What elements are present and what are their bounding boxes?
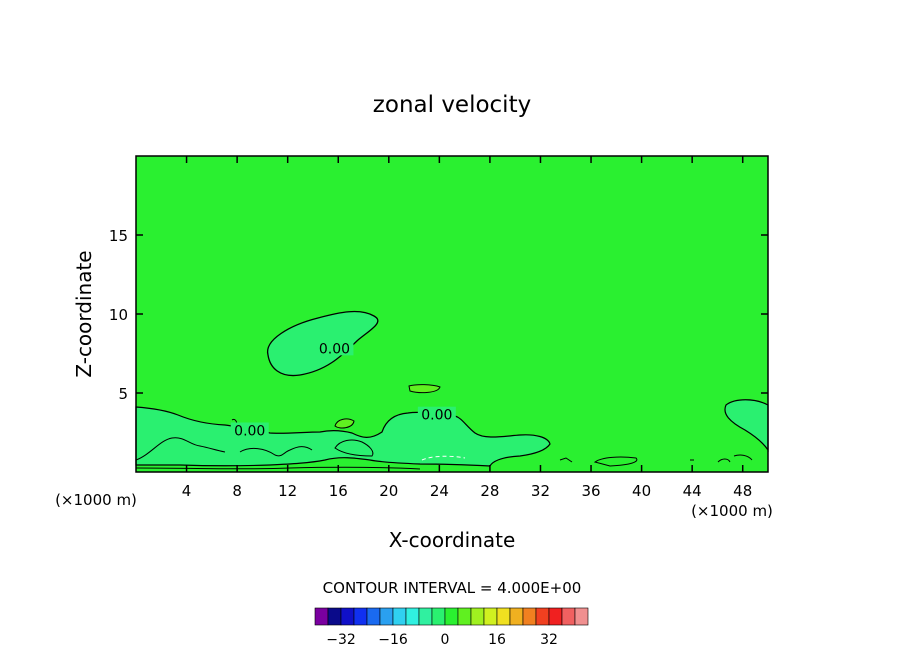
- colorbar-swatch: [496, 607, 511, 626]
- colorbar-swatch: [444, 607, 459, 626]
- x-tick-label: 8: [232, 482, 242, 500]
- chart-title: zonal velocity: [373, 92, 531, 118]
- x-tick-label: 4: [182, 482, 192, 500]
- colorbar-swatch: [470, 607, 485, 626]
- colorbar-tick-label: −32: [326, 632, 356, 648]
- contour-label-bg: [315, 340, 354, 356]
- contour-labels: 0.00 0.00 0.00: [230, 340, 456, 440]
- positive-pocket-1: [408, 384, 441, 394]
- x-tick-label: 36: [581, 482, 600, 500]
- inner-contour: [559, 457, 573, 463]
- contour-label: 0.00: [319, 341, 350, 357]
- x-tick-label: 44: [683, 482, 702, 500]
- colorbar-swatch: [353, 607, 368, 626]
- inner-contour: [239, 446, 313, 457]
- negative-region-right: [724, 399, 769, 452]
- x-tick-label: 32: [531, 482, 550, 500]
- colorbar-swatch: [340, 607, 355, 626]
- x-tick-label: 40: [632, 482, 651, 500]
- colorbar-swatch: [314, 607, 329, 626]
- colorbar-swatch: [535, 607, 550, 626]
- inner-contour: [135, 437, 226, 461]
- inner-contour: [593, 456, 638, 467]
- inner-contour-lines: [135, 419, 753, 470]
- colorbar-swatch: [431, 607, 446, 626]
- x-tick-label: 28: [480, 482, 499, 500]
- colorbar-swatch: [522, 607, 537, 626]
- dashed-contour: [421, 455, 466, 461]
- y-tick-label: 15: [109, 227, 128, 245]
- plot-area: 0.00 0.00 0.00: [135, 155, 769, 473]
- colorbar-tick-label: 16: [488, 632, 506, 648]
- x-tick-label: 12: [278, 482, 297, 500]
- y-axis-title: Z-coordinate: [72, 250, 96, 377]
- contour-label: 0.00: [421, 408, 452, 424]
- negative-region-lower: [135, 406, 551, 467]
- colorbar-swatch: [392, 607, 407, 626]
- y-tick-label: 10: [109, 306, 128, 324]
- contour-label: 0.00: [234, 424, 265, 440]
- colorbar-tick-label: 32: [540, 632, 558, 648]
- colorbar-swatch: [366, 607, 381, 626]
- colorbar-swatch: [548, 607, 563, 626]
- contour-label-bg: [417, 406, 456, 422]
- colorbar-swatch: [405, 607, 420, 626]
- colorbar-swatch: [379, 607, 394, 626]
- inner-contour: [334, 439, 374, 457]
- colorbar-swatch: [457, 607, 472, 626]
- colorbar-swatch: [509, 607, 524, 626]
- colorbar: −32 −16 0 16 32: [314, 607, 589, 648]
- colorbar-tick-label: 0: [441, 632, 450, 648]
- x-tick-label: 16: [329, 482, 348, 500]
- x-tick-label: 24: [430, 482, 449, 500]
- colorbar-swatch: [574, 607, 589, 626]
- y-tick-label: 5: [118, 385, 128, 403]
- colorbar-swatch: [483, 607, 498, 626]
- colorbar-swatch: [327, 607, 342, 626]
- colorbar-swatch: [561, 607, 576, 626]
- x-unit-left: (×1000 m): [55, 491, 137, 509]
- colorbar-swatch: [418, 607, 433, 626]
- inner-contour: [690, 454, 753, 463]
- x-unit-right: (×1000 m): [691, 502, 773, 520]
- positive-pocket-2: [334, 418, 355, 429]
- x-axis-title: X-coordinate: [389, 528, 516, 552]
- colorbar-tick-label: −16: [378, 632, 408, 648]
- contour-interval-label: CONTOUR INTERVAL = 4.000E+00: [323, 579, 582, 597]
- x-tick-label: 48: [733, 482, 752, 500]
- x-tick-label: 20: [379, 482, 398, 500]
- contour-label-bg: [230, 422, 269, 438]
